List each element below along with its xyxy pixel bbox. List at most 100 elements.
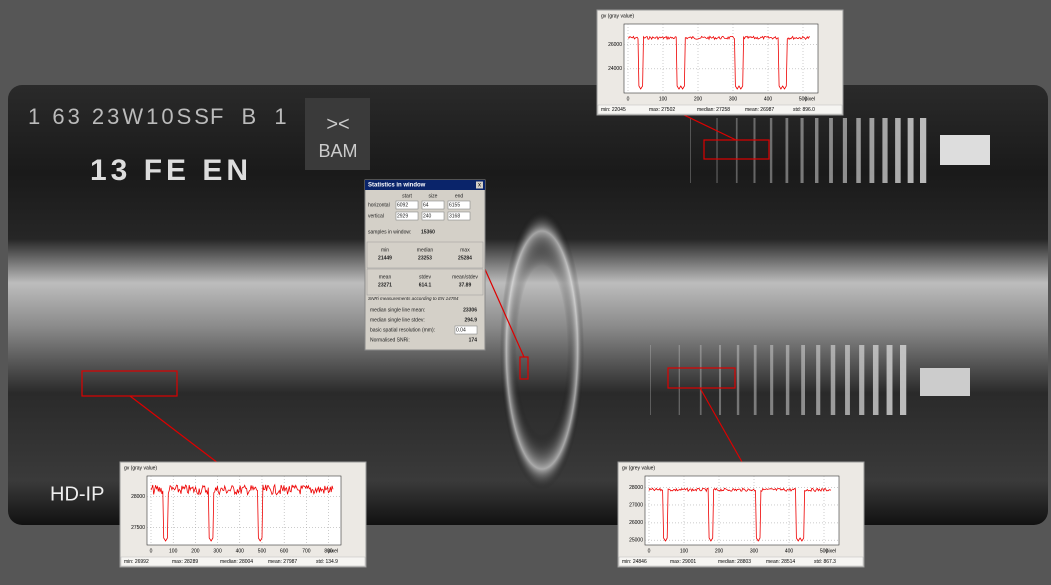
wire (690, 118, 691, 183)
marking: 1 63 23W10SS (28, 104, 212, 129)
samples-value: 15360 (421, 229, 435, 235)
stat-header: median (417, 247, 434, 253)
wire (829, 118, 833, 183)
snri-label: median single line mean: (370, 307, 425, 313)
x-tick-label: 400 (236, 548, 245, 554)
wire (770, 345, 773, 415)
wire (843, 118, 847, 183)
snri-value: 174 (469, 337, 478, 343)
logo: BAM (318, 141, 357, 161)
wire (801, 345, 805, 415)
wire (786, 345, 789, 415)
wire (716, 118, 717, 183)
wire (887, 345, 893, 415)
wire (895, 118, 901, 183)
y-axis-label: gv (gray value) (601, 13, 634, 19)
plot-area (624, 24, 818, 93)
plot-stat: min: 24846 (622, 559, 647, 565)
snri-value: 23306 (463, 307, 477, 313)
y-tick-label: 25000 (629, 537, 643, 543)
x-tick-label: 300 (750, 548, 759, 554)
wire (920, 118, 926, 183)
y-tick-label: 27500 (131, 525, 145, 531)
wire (816, 345, 820, 415)
x-tick-label: 0 (150, 548, 153, 554)
wire (753, 118, 755, 183)
logo-icon: >< (326, 113, 349, 135)
wire (719, 345, 721, 415)
plot-stat: median: 28803 (718, 559, 751, 565)
snri-value: 294.9 (464, 317, 477, 323)
plot-stat: min: 22045 (601, 107, 626, 113)
plot-stat: max: 28289 (172, 559, 198, 565)
stat-value: 37.89 (459, 282, 472, 288)
stat-value: 614.1 (419, 282, 432, 288)
stat-header: mean/stdev (452, 274, 478, 280)
snri-heading: SNRi measurements according to EN 14784 (368, 296, 459, 301)
plate: HD-IP (50, 483, 104, 505)
x-tick-label: 100 (680, 548, 689, 554)
plot-stat: min: 26992 (124, 559, 149, 565)
wire (700, 345, 702, 415)
wire (736, 118, 738, 183)
stamp: 13 FE EN (90, 154, 252, 187)
wire (650, 345, 651, 415)
snri-label: Normalised SNRi: (370, 337, 410, 343)
wire (869, 118, 874, 183)
x-unit: pixel (328, 548, 338, 554)
y-tick-label: 28000 (629, 485, 643, 491)
x-tick-label: 600 (280, 548, 289, 554)
y-tick-label: 28000 (131, 494, 145, 500)
snri-label: basic spatial resolution (mm): (370, 327, 435, 333)
x-tick-label: 700 (302, 548, 311, 554)
wire (801, 118, 804, 183)
wire (737, 345, 739, 415)
wire (754, 345, 757, 415)
plot-stat: std: 867.3 (814, 559, 836, 565)
dialog-title: Statistics in window (368, 183, 426, 189)
column-header: start (402, 193, 412, 199)
wire (882, 118, 887, 183)
column-header: size (429, 193, 438, 199)
x-tick-label: 200 (694, 96, 703, 102)
snri-label: median single line stdev: (370, 317, 425, 323)
row-label: vertical (368, 213, 384, 219)
input-value: 6092 (397, 202, 408, 208)
y-tick-label: 24000 (608, 66, 622, 72)
input-value: 2929 (397, 213, 408, 219)
y-tick-label: 27000 (629, 502, 643, 508)
stat-value: 21449 (378, 255, 392, 261)
screen: 1 63 23W10SS F B 1 BAM >< 13 FE EN HD-IP… (0, 0, 1051, 585)
row-label: horizontal (368, 202, 390, 208)
plot-stat: std: 134.9 (316, 559, 338, 565)
wire (908, 118, 914, 183)
input-value: 240 (423, 213, 432, 219)
input-value: 64 (423, 202, 429, 208)
input-value: 3168 (449, 213, 460, 219)
stat-value: 23253 (418, 255, 432, 261)
stat-value: 25284 (458, 255, 472, 261)
wire (900, 345, 906, 415)
x-unit: pixel (826, 548, 836, 554)
x-unit: pixel (805, 96, 815, 102)
wire (679, 345, 680, 415)
x-tick-label: 0 (627, 96, 630, 102)
wire (856, 118, 861, 183)
stat-header: mean (379, 274, 392, 280)
x-tick-label: 100 (659, 96, 668, 102)
plot-stat: median: 28004 (220, 559, 253, 565)
y-axis-label: gv (grey value) (622, 465, 655, 471)
weld (500, 210, 584, 490)
close-label: x (478, 183, 481, 189)
plot-area (645, 476, 839, 545)
x-tick-label: 200 (191, 548, 200, 554)
plot-stat: max: 27502 (649, 107, 675, 113)
x-tick-label: 100 (169, 548, 178, 554)
wire (873, 345, 879, 415)
plot-stat: mean: 26987 (745, 107, 774, 113)
x-tick-label: 400 (764, 96, 773, 102)
x-tick-label: 300 (729, 96, 738, 102)
plot-stat: median: 27258 (697, 107, 730, 113)
stat-header: max (460, 247, 470, 253)
